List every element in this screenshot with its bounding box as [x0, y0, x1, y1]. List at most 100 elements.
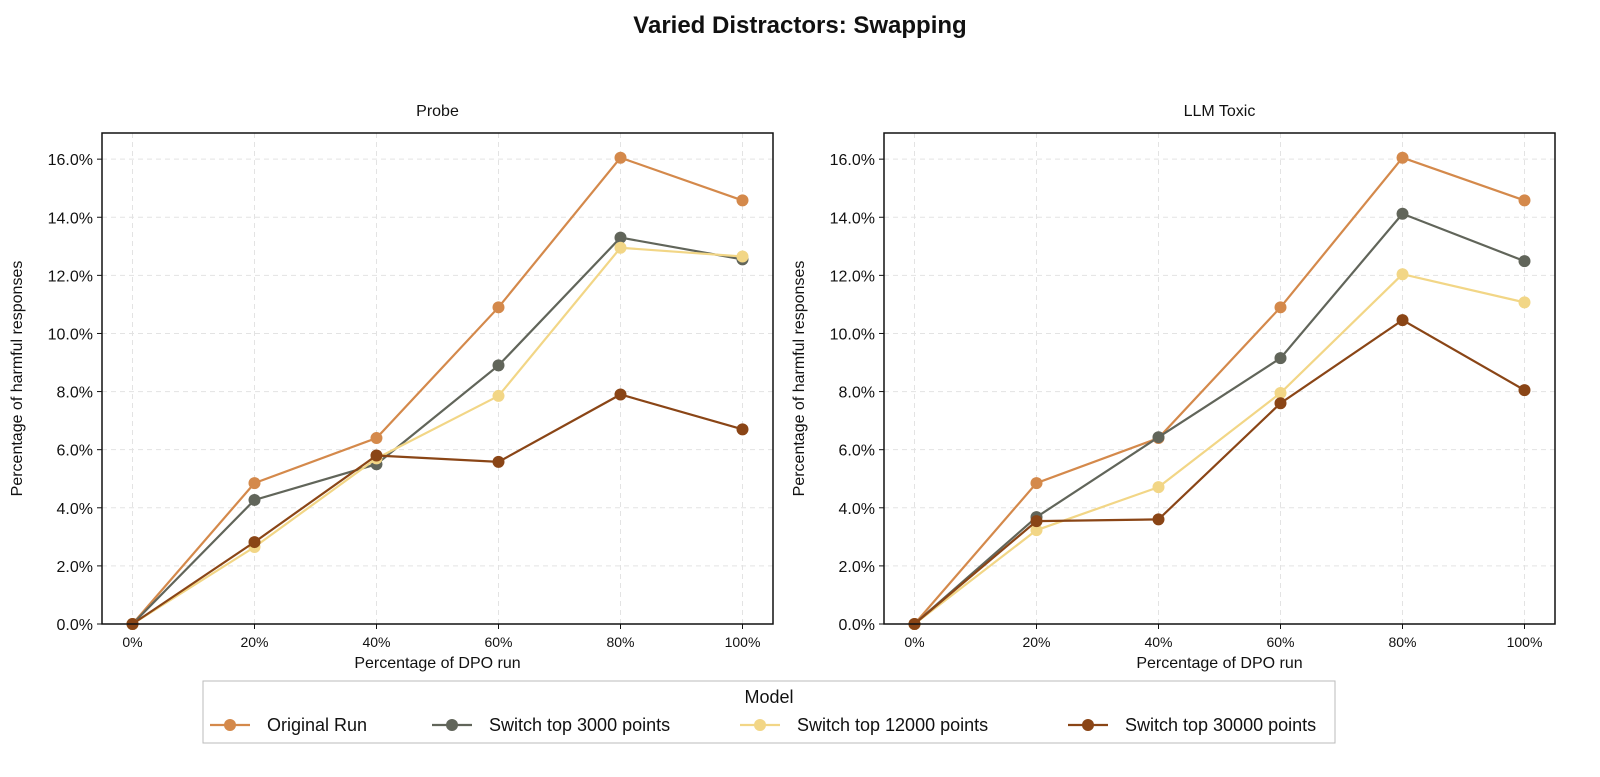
series-line — [131, 236, 743, 625]
y-axis-label: Percentage of harmful responses — [9, 261, 26, 497]
y-tick-label: 16.0% — [830, 152, 875, 169]
subplot-1: 0% 20% 40% 60% 80% 100% 0.0% 2.0% 4.0% 6.0% 8.0% 10… — [9, 103, 774, 672]
data-point — [1274, 301, 1287, 314]
series-original-run — [908, 151, 1531, 630]
x-tick-label: 20% — [1022, 634, 1050, 650]
series-line — [913, 272, 1525, 625]
legend-item: Switch top 3000 points — [432, 715, 670, 735]
x-tick-label: 60% — [1266, 634, 1294, 650]
data-point — [1396, 314, 1409, 327]
data-point — [492, 455, 505, 468]
y-tick-label: 2.0% — [57, 559, 93, 576]
legend-label: Original Run — [267, 715, 367, 735]
x-tick-label: 80% — [606, 634, 634, 650]
legend-title: Model — [744, 687, 793, 707]
legend-label: Switch top 3000 points — [489, 715, 670, 735]
y-tick-label: 12.0% — [830, 268, 875, 285]
series-switch-top-30000-points — [908, 314, 1531, 630]
data-point — [1396, 151, 1409, 164]
data-point — [736, 194, 749, 207]
series-switch-top-12000-points — [908, 268, 1531, 630]
data-point — [1396, 268, 1409, 281]
x-tick-label: 20% — [240, 634, 268, 650]
y-tick-label: 4.0% — [57, 501, 93, 518]
legend-marker — [446, 719, 458, 731]
y-tick-label: 8.0% — [839, 385, 875, 402]
y-tick-label: 4.0% — [839, 501, 875, 518]
data-point — [1518, 384, 1531, 397]
y-tick-label: 0.0% — [839, 617, 875, 634]
x-tick-label: 0% — [122, 634, 142, 650]
legend-marker — [754, 719, 766, 731]
y-tick-label: 16.0% — [48, 152, 93, 169]
legend-item: Original Run — [210, 715, 367, 735]
x-tick-label: 80% — [1388, 634, 1416, 650]
y-axis-label: Percentage of harmful responses — [791, 261, 808, 497]
data-point — [492, 389, 505, 402]
x-axis-label: Percentage of DPO run — [1136, 655, 1302, 672]
subplot-title: Probe — [416, 103, 459, 120]
figure-title: Varied Distractors: Swapping — [633, 12, 966, 39]
y-tick-label: 12.0% — [48, 268, 93, 285]
data-point — [614, 151, 627, 164]
y-tick-label: 14.0% — [830, 210, 875, 227]
y-tick-label: 6.0% — [839, 443, 875, 460]
y-tick-label: 8.0% — [57, 385, 93, 402]
data-point — [370, 449, 383, 462]
series-switch-top-12000-points — [126, 241, 749, 630]
data-point — [370, 432, 383, 445]
y-tick-label: 6.0% — [57, 443, 93, 460]
data-point — [1030, 524, 1043, 537]
data-point — [614, 388, 627, 401]
data-point — [248, 477, 261, 490]
data-point — [1030, 477, 1043, 490]
series-line — [131, 156, 743, 625]
legend-marker — [1082, 719, 1094, 731]
series-original-run — [126, 151, 749, 630]
x-tick-label: 100% — [725, 634, 761, 650]
legend-label: Switch top 30000 points — [1125, 715, 1316, 735]
series-line — [131, 246, 743, 625]
y-tick-label: 10.0% — [48, 326, 93, 343]
y-tick-label: 0.0% — [57, 617, 93, 634]
legend-item: Switch top 12000 points — [740, 715, 988, 735]
x-tick-label: 40% — [362, 634, 390, 650]
legend-box — [202, 680, 1336, 744]
axes-frame — [883, 132, 1556, 625]
legend-marker — [224, 719, 236, 731]
series-line — [913, 318, 1526, 625]
x-tick-label: 100% — [1507, 634, 1543, 650]
data-point — [492, 301, 505, 314]
series-line — [131, 393, 743, 625]
data-point — [736, 423, 749, 436]
data-point — [1152, 481, 1165, 494]
legend: Model Original Run Switch top 3000 points… — [202, 680, 1336, 744]
data-point — [1152, 513, 1165, 526]
data-point — [1274, 352, 1287, 365]
series-line — [913, 212, 1525, 625]
data-point — [1152, 431, 1165, 444]
data-point — [248, 493, 261, 506]
subplot-title: LLM Toxic — [1184, 103, 1256, 120]
data-point — [492, 359, 505, 372]
y-tick-label: 2.0% — [839, 559, 875, 576]
series-switch-top-3000-points — [908, 207, 1531, 630]
data-point — [248, 536, 261, 549]
axes-frame — [101, 132, 774, 625]
x-tick-label: 0% — [904, 634, 924, 650]
data-point — [1518, 255, 1531, 268]
x-tick-label: 40% — [1144, 634, 1172, 650]
y-tick-label: 14.0% — [48, 210, 93, 227]
subplot-2: 0% 20% 40% 60% 80% 100% 0.0% 2.0% 4.0% 6.0% 8.0% 10… — [791, 103, 1556, 672]
data-point — [1274, 397, 1287, 410]
data-point — [736, 250, 749, 263]
data-point — [614, 231, 627, 244]
data-point — [1274, 387, 1287, 400]
legend-item: Switch top 30000 points — [1068, 715, 1316, 735]
series-line — [913, 156, 1525, 625]
data-point — [614, 241, 627, 254]
data-point — [1518, 194, 1531, 207]
series-switch-top-3000-points — [126, 231, 749, 630]
x-axis-label: Percentage of DPO run — [354, 655, 520, 672]
